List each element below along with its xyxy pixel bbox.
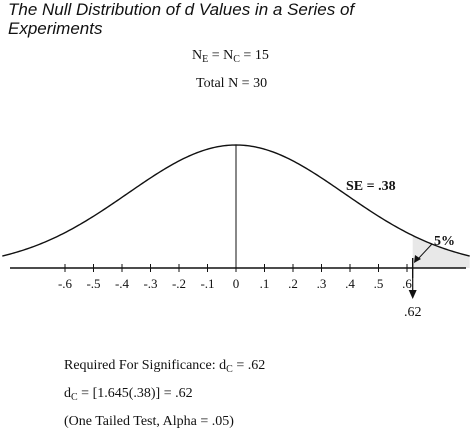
formula-prefix: d — [64, 386, 71, 401]
x-tick-label: .3 — [317, 276, 327, 291]
test-note: (One Tailed Test, Alpha = .05) — [64, 414, 234, 429]
critical-value-label: .62 — [404, 305, 422, 320]
sample-eq-sub-e: E — [202, 54, 209, 65]
sample-size-equation: NE = NC = 15 — [192, 48, 269, 65]
x-axis-ticks: -.6 -.5 -.4 -.3 -.2 -.1 0 .1 .2 .3 .4 .5 .6 — [58, 264, 412, 291]
x-tick-label: .1 — [260, 276, 270, 291]
x-tick-label: -.6 — [58, 276, 73, 291]
formula-sub: C — [71, 392, 78, 403]
sample-eq-sub-c: C — [233, 54, 240, 65]
required-significance-text: Required For Significance: dC = .62 — [64, 358, 265, 375]
standard-error-label: SE = .38 — [346, 179, 396, 194]
x-tick-label: -.1 — [200, 276, 214, 291]
x-tick-label: .5 — [374, 276, 384, 291]
significance-tail-area — [412, 235, 470, 268]
x-tick-label: .6 — [402, 276, 412, 291]
required-sub: C — [226, 364, 233, 375]
sample-eq-prefix: N — [192, 48, 203, 63]
required-prefix: Required For Significance: d — [64, 358, 227, 373]
critical-value-formula: dC = [1.645(.38)] = .62 — [64, 386, 193, 403]
formula-suffix: = [1.645(.38)] = .62 — [77, 386, 193, 401]
tail-area-pointer — [417, 243, 433, 260]
x-tick-label: 0 — [233, 276, 240, 291]
chart-title: The Null Distribution of d Values in a S… — [8, 0, 468, 38]
sample-eq-mid: = N — [208, 48, 234, 63]
chart-title-line-2: Experiments — [8, 19, 103, 38]
x-tick-label: -.3 — [143, 276, 157, 291]
critical-value-arrowhead — [408, 290, 417, 299]
sample-eq-suffix: = 15 — [239, 48, 269, 63]
tail-area-label: 5% — [434, 234, 455, 249]
x-tick-label: -.5 — [86, 276, 100, 291]
required-suffix: = .62 — [232, 358, 266, 373]
tail-area-pointer-head — [414, 255, 421, 263]
x-tick-label: -.2 — [172, 276, 186, 291]
x-tick-label: .2 — [288, 276, 298, 291]
x-tick-label: -.4 — [115, 276, 130, 291]
total-n-label: Total N = 30 — [196, 76, 268, 91]
x-tick-label: .4 — [345, 276, 355, 291]
chart-title-line-1: The Null Distribution of d Values in a S… — [8, 0, 355, 19]
